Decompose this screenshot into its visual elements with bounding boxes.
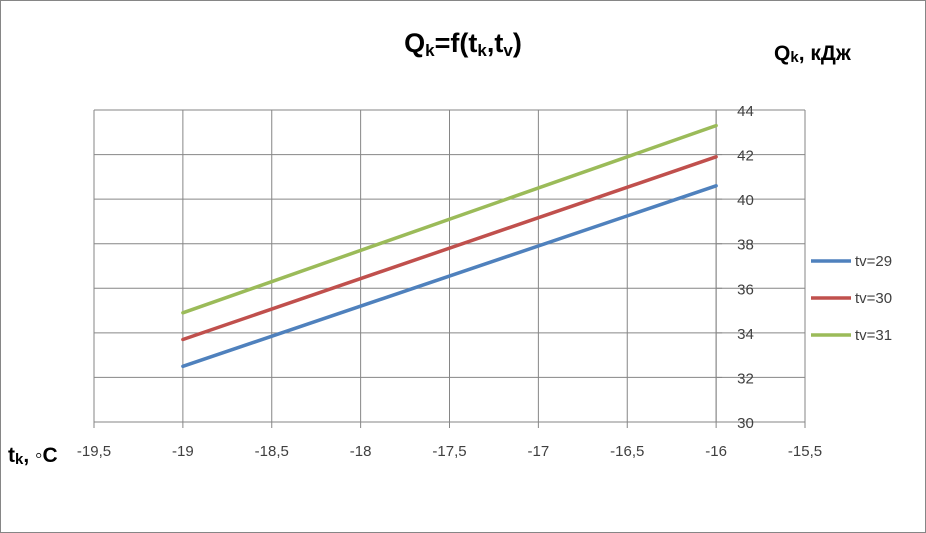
chart-title: Qk=f(tk,tv) bbox=[404, 28, 522, 60]
y-tick-label: 30 bbox=[737, 415, 754, 432]
x-tick-label: -16 bbox=[705, 443, 727, 460]
y-axis-label-sub: k bbox=[790, 49, 799, 66]
y-tick-label: 32 bbox=[737, 370, 754, 387]
legend-label-1: tv=29 bbox=[855, 253, 892, 270]
axes bbox=[93, 109, 806, 428]
series-line-2 bbox=[181, 155, 718, 342]
y-tick-label: 44 bbox=[737, 103, 754, 120]
series-lines bbox=[181, 123, 718, 369]
x-tick-label: -18 bbox=[350, 443, 372, 460]
y-tick-label: 42 bbox=[737, 148, 754, 165]
x-axis-label-t: t bbox=[8, 444, 15, 467]
y-axis-label-unit: , кДж bbox=[799, 42, 852, 65]
x-tick-label: -16,5 bbox=[610, 443, 644, 460]
chart-title-mid: ,t bbox=[487, 28, 504, 58]
series-line-1 bbox=[181, 184, 718, 369]
x-tick-label: -19 bbox=[172, 443, 194, 460]
x-tick-label: -17 bbox=[528, 443, 550, 460]
chart-title-sub-k2: k bbox=[477, 41, 487, 60]
legend-label-3: tv=31 bbox=[855, 327, 892, 344]
gridlines bbox=[94, 109, 806, 422]
x-tick-label: -17,5 bbox=[432, 443, 466, 460]
y-tick-label: 34 bbox=[737, 326, 754, 343]
x-tick-label: -15,5 bbox=[788, 443, 822, 460]
y-axis-label: Qk, кДж bbox=[774, 42, 852, 66]
x-axis-label: tk, ◦С bbox=[8, 444, 58, 468]
x-axis-label-unit: , ◦С bbox=[23, 444, 57, 467]
y-axis-label-q: Q bbox=[774, 42, 790, 65]
x-tick-labels: -19,5 -19 -18,5 -18 -17,5 -17 -16,5 -16 -15,5 bbox=[77, 443, 822, 460]
legend-label-2: tv=30 bbox=[855, 290, 892, 307]
chart-title-q: Q bbox=[404, 28, 425, 58]
chart-title-sub-v: v bbox=[503, 41, 513, 60]
x-tick-label: -18,5 bbox=[255, 443, 289, 460]
series-line-3 bbox=[181, 123, 718, 315]
x-tick-label: -19,5 bbox=[77, 443, 111, 460]
y-tick-labels: 30 32 34 36 38 40 42 44 bbox=[737, 103, 754, 432]
y-tick-label: 40 bbox=[737, 192, 754, 209]
chart-title-func: =f(t bbox=[435, 28, 478, 58]
y-tick-label: 36 bbox=[737, 281, 754, 298]
chart-title-end: ) bbox=[513, 28, 522, 58]
legend: tv=29 tv=30 tv=31 bbox=[811, 253, 892, 344]
y-tick-label: 38 bbox=[737, 237, 754, 254]
x-axis-label-sub: k bbox=[15, 451, 24, 468]
chart-title-sub-k: k bbox=[425, 41, 435, 60]
